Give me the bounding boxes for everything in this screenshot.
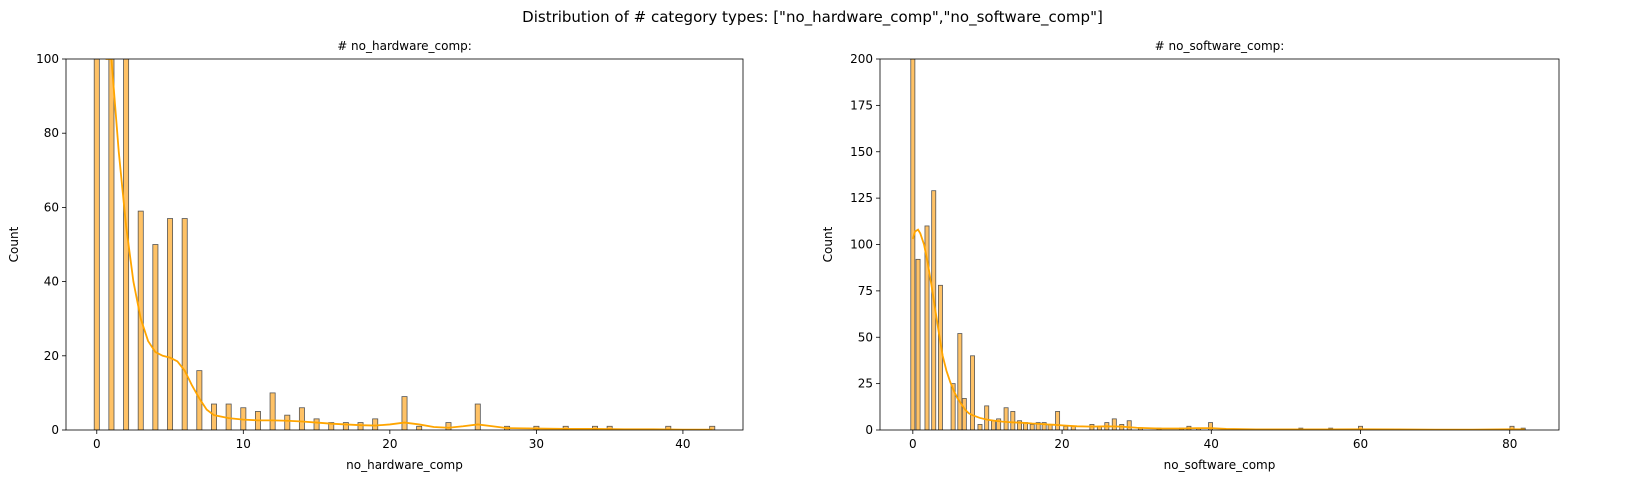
histogram-bar <box>1111 418 1117 430</box>
x-axis-label: no_hardware_comp <box>346 458 463 472</box>
histogram-bar <box>977 424 983 430</box>
chart-no-hardware-comp: 0 10 20 30 40 0 20 40 60 80 100 # no_hardware_comp:… <box>7 39 744 472</box>
histogram-bar <box>1358 425 1363 430</box>
histogram-bar <box>984 405 990 430</box>
x-tick-label: 40 <box>1204 437 1219 451</box>
histogram-bar <box>196 370 203 430</box>
histogram-bar <box>474 403 481 430</box>
histogram-bar <box>910 59 916 430</box>
y-tick-label: 25 <box>858 377 873 391</box>
axes-frame <box>879 58 1560 431</box>
histogram-bar <box>269 392 276 430</box>
histogram-bar <box>313 418 320 430</box>
y-tick-label: 150 <box>850 145 873 159</box>
x-tick-label: 80 <box>1502 437 1517 451</box>
y-tick-label: 0 <box>865 423 873 437</box>
y-tick-label: 200 <box>850 52 873 66</box>
histogram-bar <box>372 418 379 430</box>
x-tick-label: 60 <box>1353 437 1368 451</box>
histogram-bar <box>990 420 996 430</box>
histogram-bar <box>401 396 408 430</box>
y-tick-label: 75 <box>858 284 873 298</box>
histogram-bar <box>924 225 930 430</box>
chart-title: # no_software_comp: <box>1155 39 1285 53</box>
kde-line <box>911 228 1525 430</box>
histogram-bar <box>950 383 956 430</box>
histogram-bar <box>211 403 217 430</box>
histogram-bar <box>709 425 716 430</box>
histogram-bar <box>1029 424 1035 430</box>
y-axis-label: Count <box>7 226 21 262</box>
figure-suptitle: Distribution of # category types: ["no_h… <box>522 8 1103 26</box>
x-tick-label: 20 <box>1054 437 1069 451</box>
y-axis-label: Count <box>821 226 835 262</box>
histogram-bar <box>1003 407 1009 430</box>
plot-area <box>910 59 1526 430</box>
histogram-bar <box>167 218 174 430</box>
y-tick-label: 0 <box>51 423 59 437</box>
histogram-bar <box>445 422 452 430</box>
histogram-bar <box>93 59 100 430</box>
histogram-bar <box>108 59 115 430</box>
kde-line <box>105 59 713 430</box>
histogram-bar <box>937 284 943 430</box>
plot-area <box>93 59 716 430</box>
x-tick-label: 40 <box>675 437 690 451</box>
histogram-bar <box>1010 411 1016 430</box>
x-tick-label: 30 <box>529 437 544 451</box>
histogram-bar <box>1509 425 1515 430</box>
histogram-bar <box>665 425 672 430</box>
histogram-bar <box>970 355 975 430</box>
x-tick-label: 0 <box>93 437 101 451</box>
y-tick-label: 125 <box>850 191 873 205</box>
histogram-bar <box>284 414 291 430</box>
histogram-bar <box>1126 420 1132 430</box>
histogram-bar <box>1017 420 1022 430</box>
x-axis-label: no_software_comp <box>1164 458 1276 472</box>
y-tick-label: 40 <box>44 275 59 289</box>
y-tick-label: 100 <box>850 238 873 252</box>
axes-frame <box>65 58 744 431</box>
histogram-bar <box>181 218 188 430</box>
y-tick-label: 100 <box>36 52 59 66</box>
histogram-bar <box>961 398 967 430</box>
histogram-bar <box>915 258 921 430</box>
y-tick-label: 50 <box>858 330 873 344</box>
histogram-bar <box>152 244 159 430</box>
x-tick-label: 0 <box>909 437 917 451</box>
x-tick-label: 20 <box>382 437 397 451</box>
chart-title: # no_hardware_comp: <box>337 39 472 53</box>
histogram-bar <box>957 333 963 430</box>
y-tick-label: 20 <box>44 349 59 363</box>
histogram-bar <box>416 425 423 430</box>
y-tick-label: 60 <box>44 200 59 214</box>
histogram-bar <box>1055 411 1061 430</box>
x-tick-label: 10 <box>236 437 251 451</box>
chart-no-software-comp: 0 20 40 60 80 0 25 50 75 100 125 150 175 200 # no_soft… <box>821 39 1560 472</box>
histogram-bar <box>298 407 305 430</box>
y-tick-label: 175 <box>850 98 873 112</box>
histogram-bar <box>1063 425 1069 430</box>
histogram-bar <box>357 422 364 430</box>
y-tick-label: 80 <box>44 126 59 140</box>
